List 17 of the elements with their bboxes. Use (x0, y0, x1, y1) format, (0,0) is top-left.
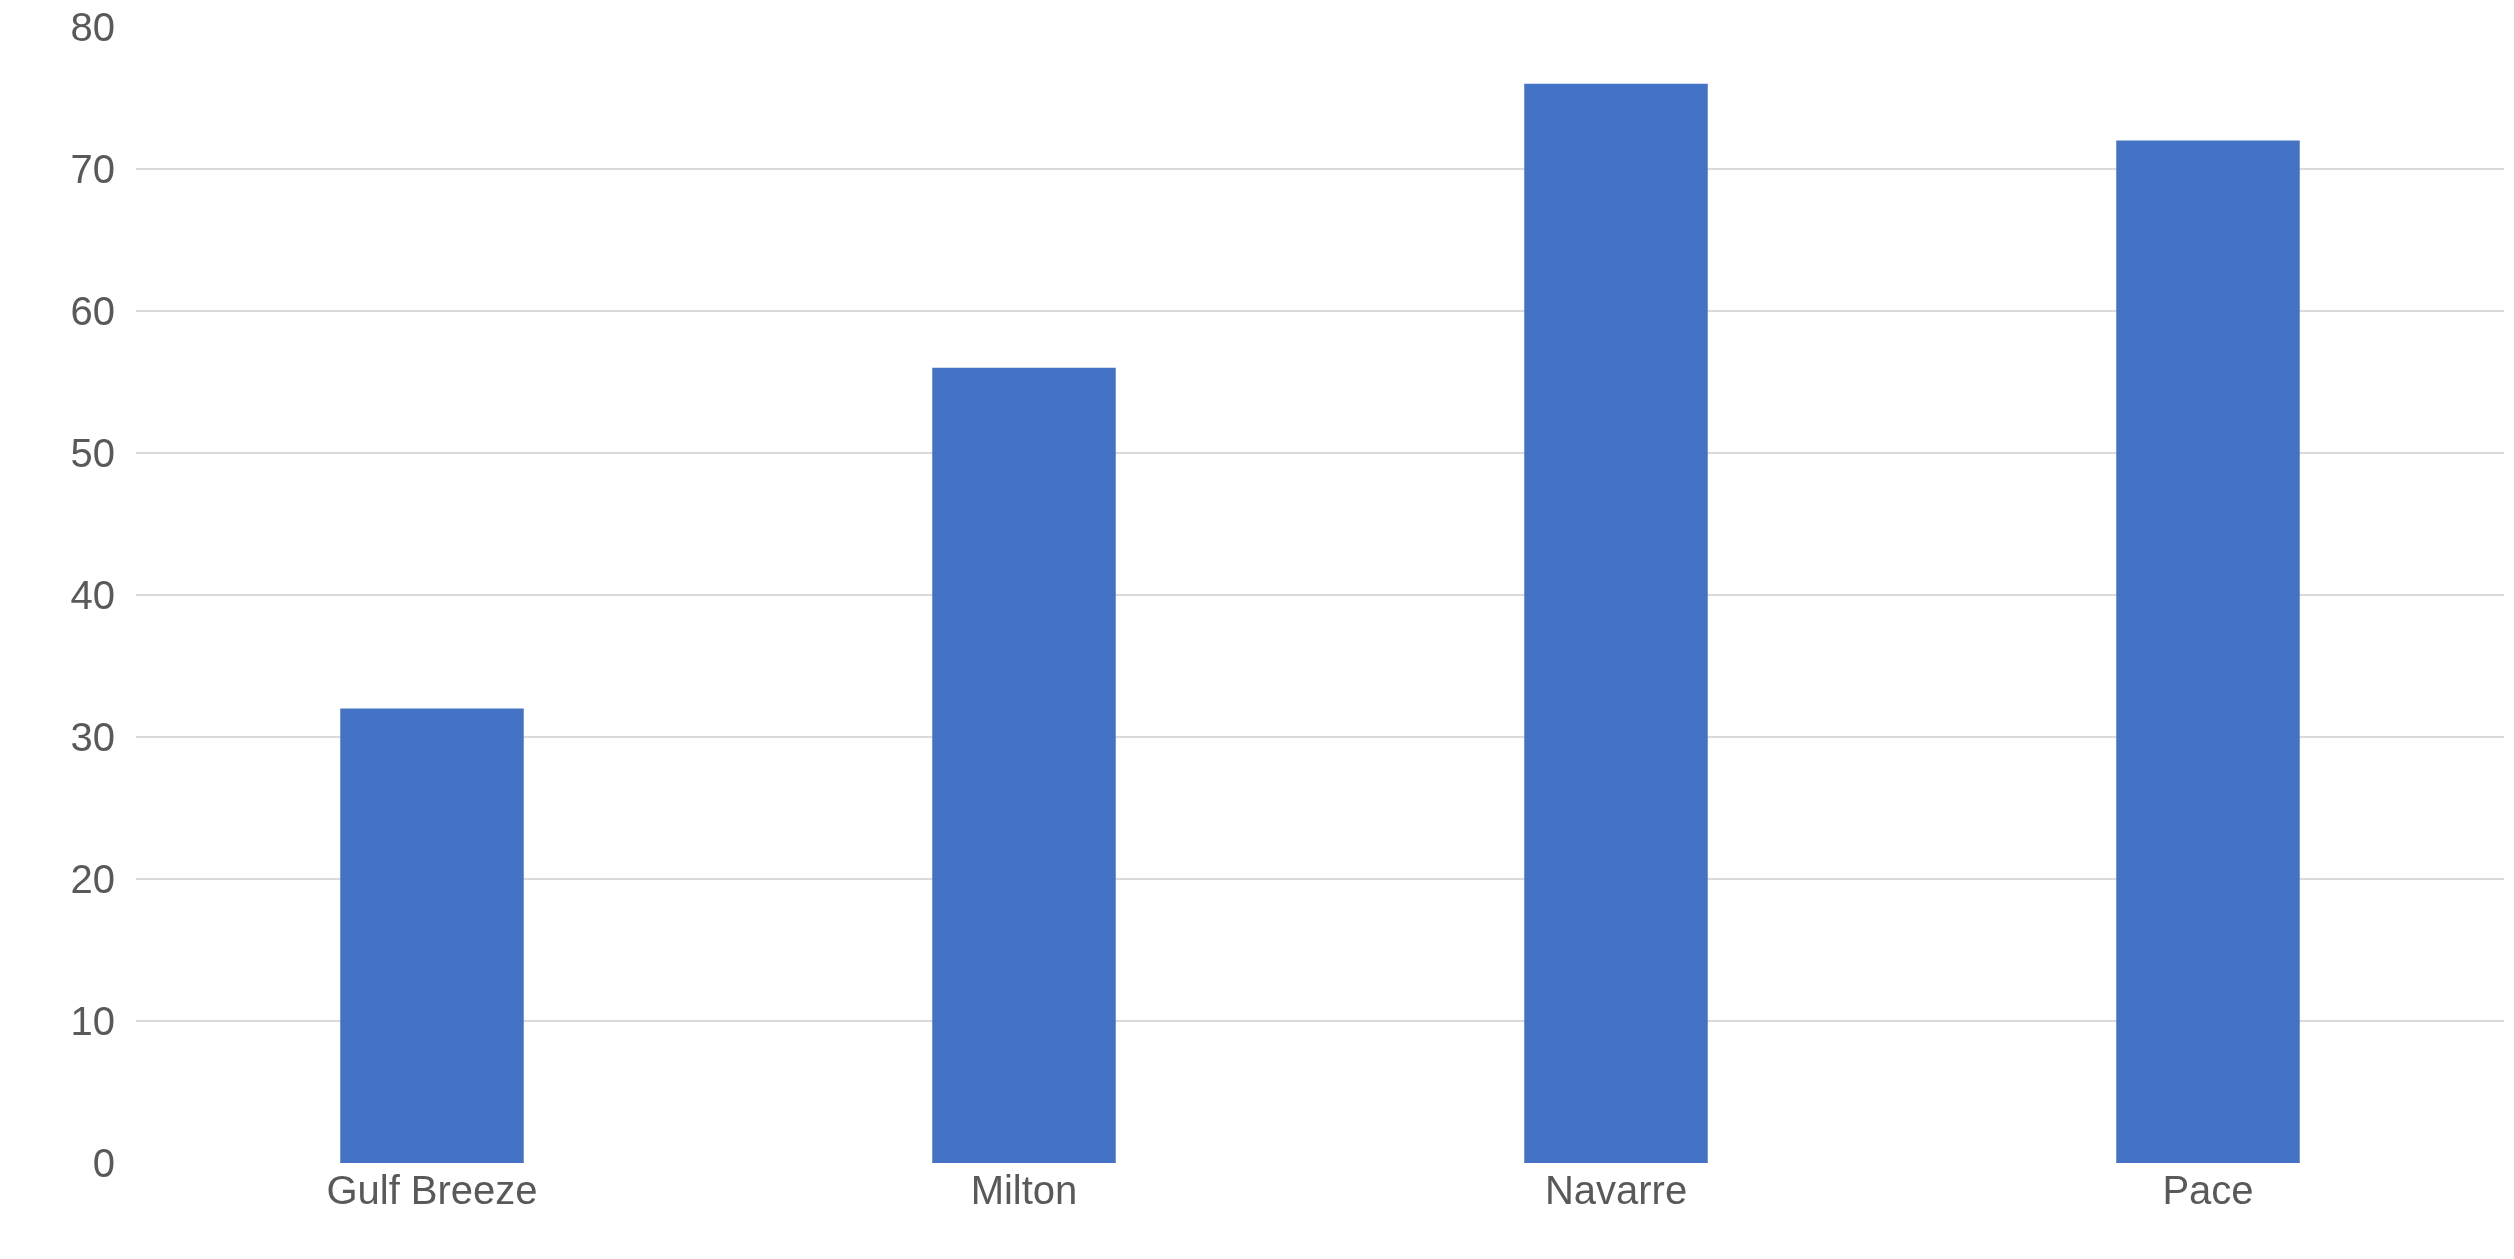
y-tick-label: 80 (70, 5, 115, 49)
y-tick-label: 50 (70, 431, 115, 475)
y-tick-label: 40 (70, 573, 115, 617)
bar (340, 708, 524, 1163)
y-tick-label: 30 (70, 715, 115, 759)
y-tick-label: 60 (70, 289, 115, 333)
y-tick-label: 0 (92, 1141, 115, 1185)
x-tick-label: Navarre (1544, 1168, 1688, 1212)
bar (1524, 83, 1708, 1163)
x-tick-label: Gulf Breeze (326, 1168, 538, 1212)
x-tick-label: Milton (970, 1168, 1078, 1212)
y-tick-label: 70 (70, 147, 115, 191)
y-tick-label: 20 (70, 857, 115, 901)
bar (2116, 140, 2300, 1163)
x-tick-label: Pace (2162, 1168, 2254, 1212)
bar (932, 367, 1116, 1163)
y-tick-label: 10 (70, 999, 115, 1043)
